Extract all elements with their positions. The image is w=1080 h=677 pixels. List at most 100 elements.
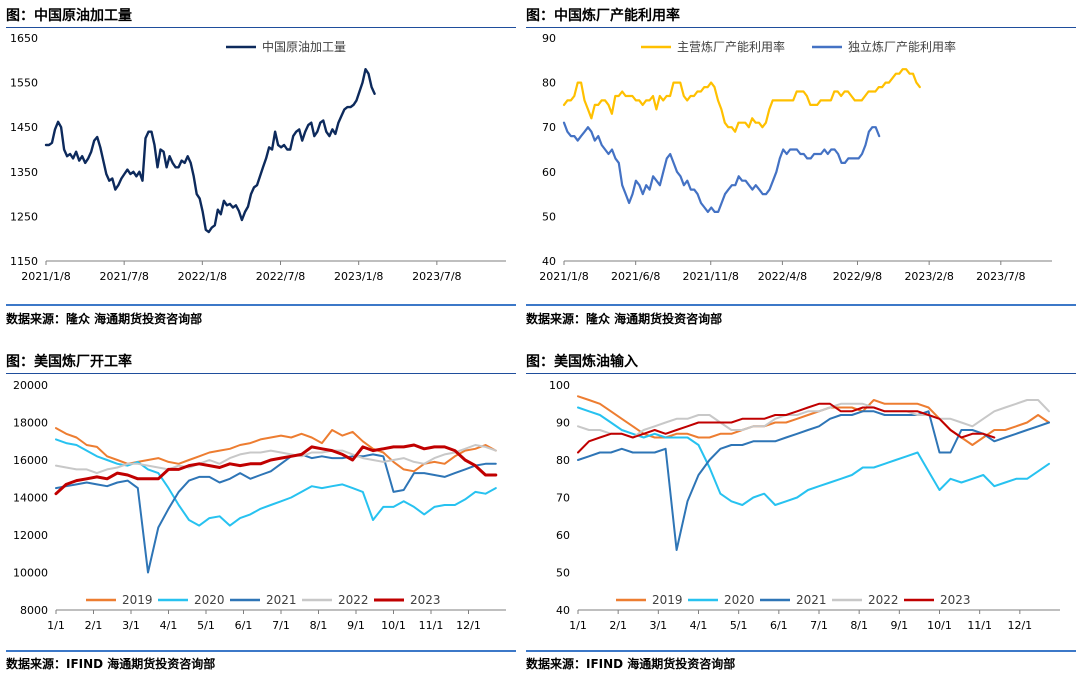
x-tick-label: 9/1 (347, 619, 365, 632)
y-tick-label: 20000 (13, 379, 48, 392)
y-tick-label: 40 (556, 604, 570, 617)
legend-item: 2020 (688, 593, 755, 607)
source-note: 数据来源：隆众 海通期货投资咨询部 (526, 312, 723, 326)
x-tick-label: 2021/1/8 (539, 270, 588, 283)
x-tick-label: 3/1 (122, 619, 140, 632)
chart-title: 图：中国原油加工量 (6, 8, 132, 24)
x-tick-label: 5/1 (197, 619, 215, 632)
panel-china-refinery-utilization: 图：中国炼厂产能利用率 40 50 60 70 80 90 2021/1/8 2021/6/8… (526, 4, 1076, 334)
x-tick-label: 2023/7/8 (412, 270, 461, 283)
legend-label: 2020 (724, 593, 755, 607)
x-tick-label: 6/1 (235, 619, 253, 632)
x-tick-label: 2023/2/8 (904, 270, 953, 283)
legend-item: 2022 (302, 593, 369, 607)
source-note: 数据来源：IFIND 海通期货投资咨询部 (526, 657, 736, 671)
legend-label: 2019 (122, 593, 153, 607)
series-line-2 (577, 410, 1050, 551)
y-tick-label: 1450 (10, 121, 38, 134)
legend-item: 2021 (230, 593, 297, 607)
y-tick-label: 50 (556, 567, 570, 580)
x-tick-label: 6/1 (770, 619, 788, 632)
y-tick-label: 80 (542, 77, 556, 90)
series-line-1 (55, 438, 497, 527)
legend-label: 2021 (796, 593, 827, 607)
legend-label: 主营炼厂产能利用率 (677, 39, 785, 54)
x-tick-label: 2021/11/8 (683, 270, 739, 283)
legend-item: 2022 (832, 593, 899, 607)
source-divider (526, 650, 1076, 652)
source-divider (526, 304, 1076, 306)
y-tick-label: 1250 (10, 210, 38, 223)
legend-item: 中国原油加工量 (226, 39, 346, 54)
x-tick-label: 7/1 (810, 619, 828, 632)
series-line-3 (55, 444, 497, 475)
x-tick-label: 2022/7/8 (256, 270, 305, 283)
y-tick-label: 60 (542, 166, 556, 179)
x-tick-label: 7/1 (272, 619, 290, 632)
x-tick-label: 2022/1/8 (178, 270, 227, 283)
y-tick-label: 14000 (13, 492, 48, 505)
y-tick-label: 16000 (13, 454, 48, 467)
y-tick-label: 90 (542, 32, 556, 45)
y-tick-label: 100 (549, 379, 570, 392)
y-tick-label: 90 (556, 417, 570, 430)
panel-us-refinery-input: 图：美国炼油输入 40 50 60 70 80 90 100 1/1 2/1 3/1 4/1 5/1 6… (526, 350, 1076, 677)
legend-label: 独立炼厂产能利用率 (848, 39, 956, 54)
legend-label: 2022 (338, 593, 369, 607)
y-tick-label: 70 (556, 492, 570, 505)
y-tick-label: 12000 (13, 529, 48, 542)
legend-label: 2023 (410, 593, 441, 607)
us-refinery-input-chart: 40 50 60 70 80 90 100 1/1 2/1 3/1 4/1 5/1 6/1 7/1 8/1 9… (549, 379, 1060, 632)
x-tick-label: 4/1 (160, 619, 178, 632)
legend-item: 2019 (86, 593, 153, 607)
title-divider (6, 373, 516, 374)
source-note: 数据来源：IFIND 海通期货投资咨询部 (6, 657, 216, 671)
y-tick-label: 80 (556, 454, 570, 467)
x-tick-label: 11/1 (419, 619, 444, 632)
x-tick-label: 11/1 (967, 619, 992, 632)
series-line-0 (44, 68, 376, 234)
legend-item: 主营炼厂产能利用率 (641, 39, 785, 54)
title-divider (6, 27, 516, 28)
x-tick-label: 2021/7/8 (99, 270, 148, 283)
x-tick-label: 2022/4/8 (758, 270, 807, 283)
x-tick-label: 1/1 (569, 619, 587, 632)
legend-item: 2021 (760, 593, 827, 607)
series-line-3 (577, 399, 1050, 439)
x-tick-label: 4/1 (690, 619, 708, 632)
chart-title: 图：美国炼厂开工率 (6, 354, 132, 370)
series-line-2 (55, 453, 497, 574)
y-tick-label: 1350 (10, 166, 38, 179)
y-tick-label: 70 (542, 121, 556, 134)
panel-china-crude-processing: 图：中国原油加工量 1150 1250 1350 1450 1550 1650 2021/1… (6, 4, 516, 334)
x-tick-label: 12/1 (1007, 619, 1032, 632)
legend-label: 2019 (652, 593, 683, 607)
x-tick-label: 2021/1/8 (21, 270, 70, 283)
x-tick-label: 9/1 (890, 619, 908, 632)
china-crude-processing-chart: 1150 1250 1350 1450 1550 1650 2021/1/8 2021/7/8… (10, 32, 506, 283)
y-tick-label: 50 (542, 210, 556, 223)
x-tick-label: 8/1 (310, 619, 328, 632)
y-tick-label: 40 (542, 255, 556, 268)
source-divider (6, 650, 516, 652)
x-tick-label: 10/1 (927, 619, 952, 632)
title-divider (526, 27, 1076, 28)
x-tick-label: 5/1 (730, 619, 748, 632)
legend-label: 2022 (868, 593, 899, 607)
x-tick-label: 2022/9/8 (833, 270, 882, 283)
us-refinery-operating-rate-chart: 8000 10000 12000 14000 16000 18000 20000 1/1 2/1… (13, 379, 506, 632)
legend-item: 2020 (158, 593, 225, 607)
source-divider (6, 304, 516, 306)
x-tick-label: 2/1 (85, 619, 103, 632)
legend-item: 独立炼厂产能利用率 (812, 39, 956, 54)
series-line-0 (577, 395, 1050, 446)
series-line-0 (562, 68, 921, 133)
series-line-4 (54, 443, 498, 496)
legend-item: 2019 (616, 593, 683, 607)
legend-label: 2023 (940, 593, 971, 607)
x-tick-label: 1/1 (47, 619, 65, 632)
panel-us-refinery-operating-rate: 图：美国炼厂开工率 8000 10000 12000 14000 16000 18000 2… (6, 350, 516, 677)
x-tick-label: 10/1 (381, 619, 406, 632)
y-tick-label: 10000 (13, 567, 48, 580)
series-line-1 (562, 121, 881, 213)
